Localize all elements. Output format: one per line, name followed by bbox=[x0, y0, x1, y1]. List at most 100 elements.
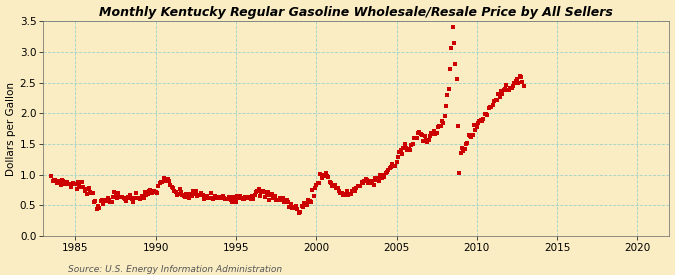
Point bbox=[110, 194, 121, 198]
Point bbox=[51, 180, 62, 185]
Point bbox=[47, 179, 58, 183]
Point bbox=[338, 192, 348, 197]
Point bbox=[431, 131, 442, 135]
Point bbox=[161, 179, 171, 183]
Point bbox=[184, 196, 194, 200]
Point bbox=[137, 194, 148, 198]
Point bbox=[421, 138, 431, 142]
Point bbox=[509, 80, 520, 85]
Point bbox=[310, 183, 321, 187]
Point bbox=[316, 176, 327, 180]
Point bbox=[257, 189, 268, 194]
Point bbox=[69, 182, 80, 187]
Point bbox=[446, 46, 457, 50]
Point bbox=[180, 194, 190, 199]
Point bbox=[219, 196, 230, 200]
Point bbox=[441, 104, 452, 108]
Point bbox=[189, 192, 200, 196]
Point bbox=[115, 195, 126, 199]
Point bbox=[68, 181, 78, 185]
Point bbox=[398, 146, 408, 150]
Point bbox=[439, 114, 450, 118]
Point bbox=[300, 202, 311, 206]
Point bbox=[513, 81, 524, 85]
Point bbox=[279, 200, 290, 205]
Point bbox=[347, 189, 358, 193]
Point bbox=[481, 111, 491, 116]
Point bbox=[450, 62, 461, 66]
Point bbox=[425, 134, 435, 138]
Point bbox=[400, 145, 411, 150]
Point bbox=[126, 197, 137, 201]
Point bbox=[355, 184, 366, 188]
Point bbox=[449, 41, 460, 45]
Point bbox=[339, 192, 350, 196]
Point bbox=[370, 176, 381, 180]
Point bbox=[160, 178, 171, 182]
Point bbox=[302, 203, 313, 207]
Point bbox=[232, 194, 243, 199]
Point bbox=[244, 194, 254, 199]
Point bbox=[307, 188, 318, 192]
Point bbox=[173, 192, 184, 196]
Point bbox=[265, 193, 276, 198]
Text: Source: U.S. Energy Information Administration: Source: U.S. Energy Information Administ… bbox=[68, 265, 281, 274]
Point bbox=[407, 142, 418, 146]
Point bbox=[296, 204, 307, 208]
Point bbox=[261, 192, 272, 197]
Point bbox=[510, 79, 521, 83]
Point bbox=[416, 133, 427, 138]
Point bbox=[412, 131, 423, 135]
Point bbox=[86, 191, 97, 196]
Point bbox=[276, 197, 287, 202]
Point bbox=[486, 105, 497, 109]
Point bbox=[188, 189, 198, 194]
Point bbox=[364, 181, 375, 185]
Point bbox=[256, 190, 267, 194]
Point bbox=[478, 117, 489, 122]
Point bbox=[495, 89, 506, 93]
Point bbox=[369, 183, 379, 188]
Point bbox=[248, 197, 259, 201]
Point bbox=[102, 196, 113, 200]
Point bbox=[466, 135, 477, 139]
Point bbox=[477, 119, 487, 123]
Point bbox=[148, 190, 159, 194]
Point bbox=[194, 192, 205, 197]
Point bbox=[85, 190, 96, 194]
Point bbox=[362, 177, 373, 182]
Point bbox=[456, 151, 466, 155]
Point bbox=[328, 183, 339, 188]
Point bbox=[288, 205, 299, 209]
Point bbox=[78, 185, 89, 189]
Point bbox=[391, 160, 402, 164]
Point bbox=[462, 141, 472, 145]
Point bbox=[165, 182, 176, 187]
Point bbox=[410, 136, 421, 140]
Point bbox=[269, 194, 280, 198]
Point bbox=[151, 190, 161, 194]
Point bbox=[445, 67, 456, 71]
Point bbox=[249, 192, 260, 197]
Point bbox=[437, 119, 448, 123]
Point bbox=[55, 183, 66, 188]
Point bbox=[207, 196, 217, 200]
Point bbox=[156, 180, 167, 184]
Point bbox=[124, 196, 134, 200]
Point bbox=[106, 200, 117, 204]
Point bbox=[105, 200, 115, 204]
Point bbox=[209, 194, 220, 199]
Point bbox=[348, 186, 359, 191]
Point bbox=[227, 199, 238, 204]
Point bbox=[295, 210, 306, 214]
Point bbox=[169, 189, 180, 193]
Point bbox=[505, 86, 516, 90]
Point bbox=[119, 196, 130, 201]
Point bbox=[74, 183, 85, 188]
Point bbox=[506, 86, 517, 90]
Point bbox=[204, 196, 215, 200]
Point bbox=[242, 196, 253, 200]
Point bbox=[216, 196, 227, 200]
Point bbox=[141, 193, 152, 197]
Point bbox=[198, 197, 209, 201]
